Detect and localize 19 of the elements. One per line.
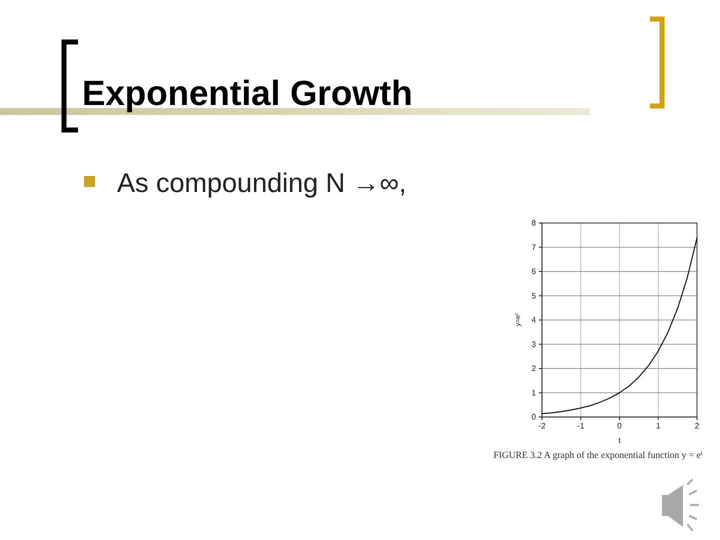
x-tick-label: 1	[656, 422, 662, 431]
x-tick-label: 0	[617, 422, 622, 431]
y-tick-label: 6	[532, 267, 537, 276]
x-axis-title: t	[618, 436, 622, 445]
caption: FIGURE 3.2 A graph of the exponential function y = e$^{t}$	[493, 450, 703, 461]
line-series	[542, 237, 698, 414]
y-tick-label: 1	[532, 388, 537, 398]
y-tick-label: 8	[532, 218, 537, 228]
y-tick-label: 0	[532, 412, 537, 422]
x-tick-label: -1	[577, 422, 585, 431]
y-tick-label: 3	[532, 340, 537, 349]
text: Exponential Growth	[82, 74, 413, 113]
x-tick-label: 2	[694, 422, 700, 431]
y-tick-label: 2	[532, 364, 537, 374]
y-tick-label: 4	[532, 316, 537, 325]
x-tick-label: -2	[538, 422, 546, 431]
text: As compounding N →∞,	[117, 168, 406, 198]
y-tick-label: 5	[532, 291, 537, 300]
y-tick-label: 7	[532, 242, 537, 252]
